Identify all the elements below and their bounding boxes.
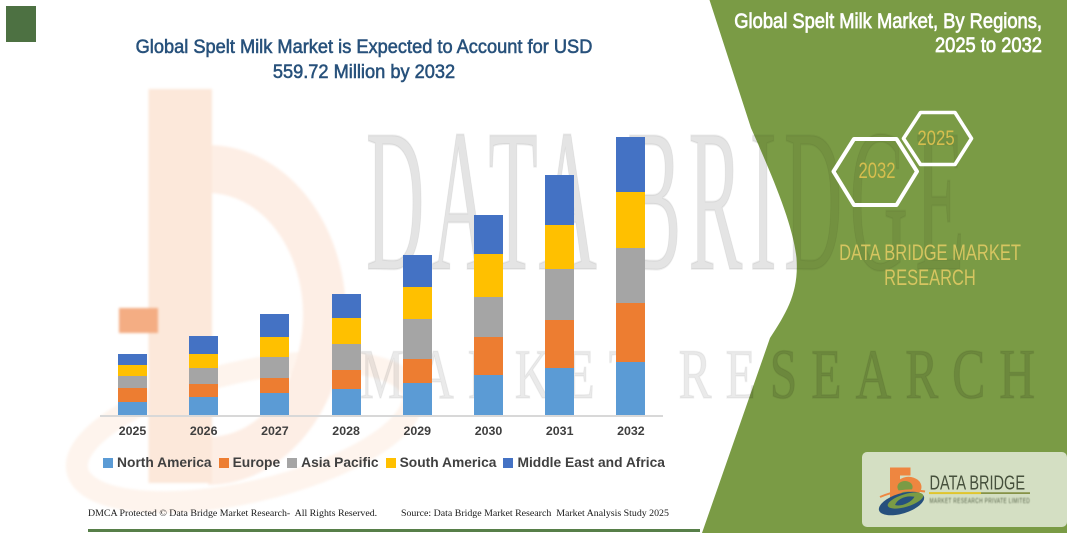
svg-text:MARKET RESEARCH PRIVATE LIMITE: MARKET RESEARCH PRIVATE LIMITED xyxy=(930,497,1031,505)
svg-text:DATA BRIDGE: DATA BRIDGE xyxy=(930,471,1026,494)
